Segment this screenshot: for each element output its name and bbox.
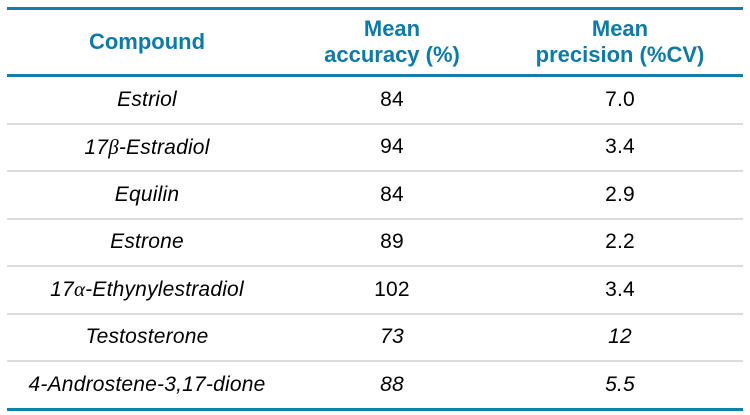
cell-compound: Equilin bbox=[7, 171, 287, 220]
results-table: Compound Mean accuracy (%) Mean precisio… bbox=[7, 7, 743, 411]
cell-accuracy: 88 bbox=[287, 361, 497, 411]
cell-precision: 3.4 bbox=[497, 266, 743, 315]
column-header-mean-precision: Mean precision (%CV) bbox=[497, 7, 743, 77]
table-row: 17α-Ethynylestradiol 102 3.4 bbox=[7, 266, 743, 315]
header-row: Compound Mean accuracy (%) Mean precisio… bbox=[7, 7, 743, 77]
cell-compound: 17α-Ethynylestradiol bbox=[7, 266, 287, 315]
table-row: Estriol 84 7.0 bbox=[7, 75, 743, 125]
table-body: Estriol 84 7.0 17β-Estradiol 94 3.4 Equi… bbox=[7, 75, 743, 411]
table-row: 17β-Estradiol 94 3.4 bbox=[7, 123, 743, 172]
cell-precision: 2.9 bbox=[497, 171, 743, 220]
table-row: Equilin 84 2.9 bbox=[7, 171, 743, 220]
cell-precision: 3.4 bbox=[497, 123, 743, 172]
cell-precision: 5.5 bbox=[497, 361, 743, 411]
table-row: Estrone 89 2.2 bbox=[7, 218, 743, 267]
cell-precision: 2.2 bbox=[497, 218, 743, 267]
cell-precision: 12 bbox=[497, 313, 743, 362]
cell-compound: Estriol bbox=[7, 75, 287, 125]
cell-compound: Estrone bbox=[7, 218, 287, 267]
cell-compound: 17β-Estradiol bbox=[7, 123, 287, 172]
cell-accuracy: 84 bbox=[287, 171, 497, 220]
cell-accuracy: 102 bbox=[287, 266, 497, 315]
cell-accuracy: 89 bbox=[287, 218, 497, 267]
column-header-mean-accuracy: Mean accuracy (%) bbox=[287, 7, 497, 77]
column-header-compound: Compound bbox=[7, 7, 287, 77]
cell-accuracy: 94 bbox=[287, 123, 497, 172]
cell-compound: Testosterone bbox=[7, 313, 287, 362]
cell-compound: 4-Androstene-3,17-dione bbox=[7, 361, 287, 411]
results-table-container: Compound Mean accuracy (%) Mean precisio… bbox=[7, 7, 743, 411]
table-row: 4-Androstene-3,17-dione 88 5.5 bbox=[7, 361, 743, 411]
table-header: Compound Mean accuracy (%) Mean precisio… bbox=[7, 7, 743, 77]
cell-precision: 7.0 bbox=[497, 75, 743, 125]
table-row: Testosterone 73 12 bbox=[7, 313, 743, 362]
cell-accuracy: 84 bbox=[287, 75, 497, 125]
cell-accuracy: 73 bbox=[287, 313, 497, 362]
